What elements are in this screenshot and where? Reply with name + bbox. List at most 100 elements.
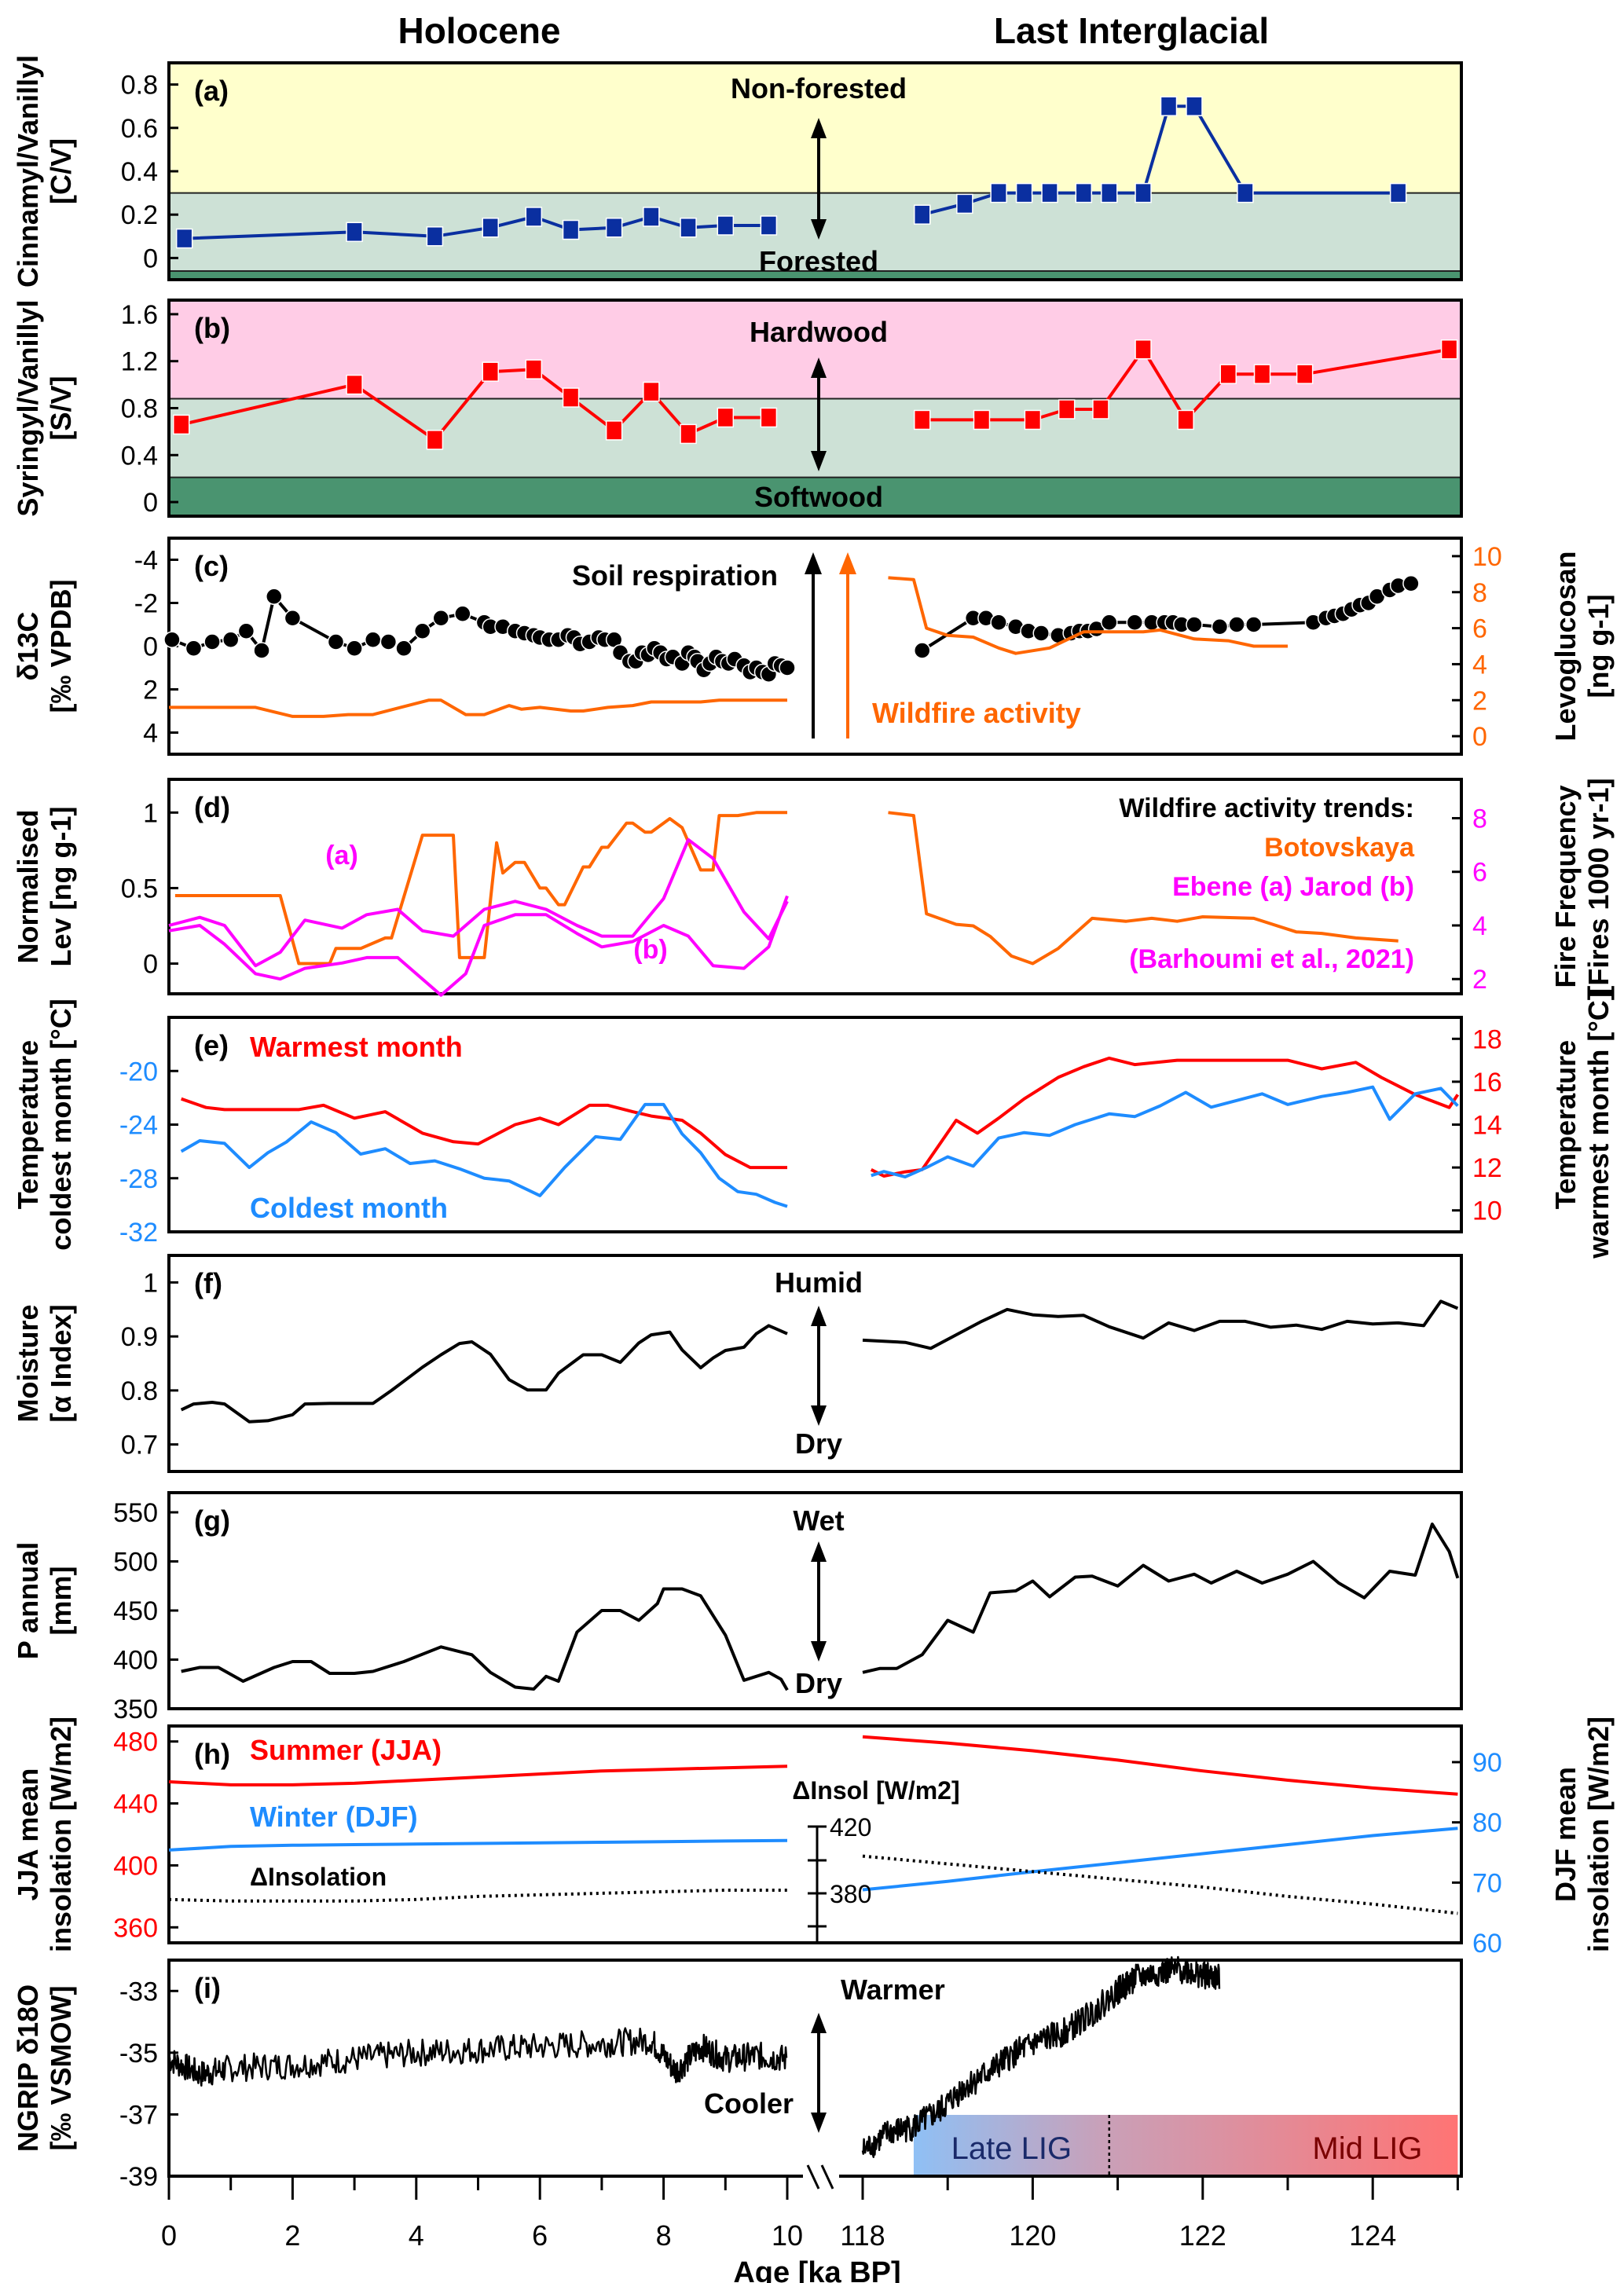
data-point xyxy=(1015,182,1033,203)
ytick-label: 0.9 xyxy=(121,1322,158,1352)
panel-a: 0 0.2 0.4 0.6 0.8 Cinnamyl/Vanillyl [C/V] (a) xyxy=(12,55,1463,288)
ylabel-line2: [S/V] xyxy=(45,376,77,440)
ylabel-line1: δ13C xyxy=(12,612,44,681)
ylabel: JJA mean insolation [W/m2] xyxy=(12,1717,77,1952)
data-point xyxy=(1186,616,1203,633)
column-title-lig: Last Interglacial xyxy=(994,10,1269,51)
axis-break-mark xyxy=(820,2164,834,2190)
data-point xyxy=(222,631,240,648)
ylabel-line2: [α Index] xyxy=(45,1304,77,1422)
ytick-label: -20 xyxy=(119,1057,158,1087)
data-point xyxy=(1024,409,1042,431)
delta-insol-ticklabel: 380 xyxy=(830,1880,871,1908)
ytick-label: 0.5 xyxy=(121,874,158,903)
ytick-label: 0 xyxy=(143,632,158,662)
data-point xyxy=(913,409,931,431)
y2tick-label: 4 xyxy=(1472,650,1487,680)
data-point xyxy=(1440,339,1458,360)
ytick-label: 480 xyxy=(113,1728,158,1757)
series-line-levoglucosan-lig xyxy=(888,576,1288,655)
data-point xyxy=(605,218,623,238)
y2tick-label: 80 xyxy=(1472,1808,1502,1838)
data-point xyxy=(426,226,444,247)
ytick-label: 0 xyxy=(143,950,158,980)
data-point xyxy=(973,409,991,431)
ytick-label: 0.7 xyxy=(121,1431,158,1460)
panel-frame xyxy=(167,1254,1463,1473)
data-point xyxy=(454,605,471,622)
arrow-soil-respiration-head xyxy=(805,552,822,574)
axis-break-mark xyxy=(806,2164,820,2190)
data-point xyxy=(913,642,931,659)
data-point xyxy=(432,610,450,627)
data-point xyxy=(1032,625,1050,642)
data-point xyxy=(1186,96,1203,116)
panel-label: (a) xyxy=(194,75,229,107)
arrow-wood-head-down xyxy=(811,451,827,471)
annotation-wildfire-activity: Wildfire activity xyxy=(872,697,1081,729)
xtick-label: 2 xyxy=(284,2219,300,2252)
y2label-line2: warmest month [°C] xyxy=(1582,991,1615,1259)
y2tick-label: 70 xyxy=(1472,1868,1502,1898)
annotation-ebene-a: (a) xyxy=(325,841,358,870)
data-point xyxy=(525,359,543,379)
band-2 xyxy=(169,270,1461,280)
ytick-label: 550 xyxy=(113,1498,158,1528)
ytick-label: -37 xyxy=(119,2100,158,2130)
xtick-label: 6 xyxy=(532,2219,548,2252)
panel-label: (f) xyxy=(194,1267,222,1299)
legend-ebene-jarod: Ebene (a) Jarod (b) xyxy=(1172,872,1414,902)
legend-title: Wildfire activity trends: xyxy=(1119,793,1414,823)
arrow-wood-head-up xyxy=(811,357,827,378)
data-point xyxy=(379,633,398,650)
delta-insol-axis-label: ΔInsol [W/m2] xyxy=(792,1776,959,1805)
band-1 xyxy=(169,192,1461,271)
series-line-summer-jja-holocene xyxy=(168,1764,788,1786)
data-point xyxy=(413,622,431,639)
band-0 xyxy=(169,300,1461,399)
ytick-label: 0 xyxy=(143,488,158,518)
y2tick-label: 0 xyxy=(1472,722,1487,752)
axis-break-gap xyxy=(803,2171,839,2181)
ylabel-line2: [‰ VPDB] xyxy=(45,580,77,713)
ytick-label: 360 xyxy=(113,1913,158,1943)
legend-citation: (Barhoumi et al., 2021) xyxy=(1129,944,1414,974)
data-point xyxy=(1389,182,1407,203)
ylabel-line2: Lev [ng g-1] xyxy=(45,807,77,967)
y2label-line1: Fire Frequency xyxy=(1549,785,1582,988)
series-line-winter-djf-holocene xyxy=(168,1838,788,1852)
series-line-jarod-b- xyxy=(168,895,789,997)
data-point xyxy=(1101,182,1118,203)
xtick-label: 124 xyxy=(1349,2219,1396,2252)
data-point xyxy=(395,639,412,657)
ylabel-line1: Moisture xyxy=(12,1304,44,1422)
data-point xyxy=(1211,618,1229,636)
data-point xyxy=(562,219,580,240)
ylabel: δ13C [‰ VPDB] xyxy=(12,580,77,713)
panel-label: (e) xyxy=(194,1029,229,1061)
x-axis-label: Age [ka BP] xyxy=(733,2256,900,2283)
ylabel-line2: insolation [W/m2] xyxy=(45,1717,77,1952)
panel-label: (b) xyxy=(194,312,230,344)
y2label-line1: DJF mean xyxy=(1549,1767,1582,1902)
data-point xyxy=(990,614,1007,631)
y2tick-label: 8 xyxy=(1472,578,1487,608)
y2label: Temperature warmest month [°C] xyxy=(1549,991,1615,1259)
ylabel: P annual [mm] xyxy=(12,1542,77,1659)
data-point xyxy=(482,218,499,238)
ytick-label: 0.8 xyxy=(121,394,158,424)
data-point xyxy=(253,642,270,659)
ylabel-line1: Temperature xyxy=(12,1040,44,1209)
ytick-label: 0.4 xyxy=(121,441,158,471)
lig-period-bar xyxy=(913,2115,1458,2176)
ylabel-line2: [mm] xyxy=(45,1567,77,1636)
legend-winter-djf: Winter (DJF) xyxy=(250,1801,418,1833)
panel-frame xyxy=(167,778,1463,995)
ylabel: NGRIP δ18O [‰ VSMOW] xyxy=(12,1984,77,2152)
legend-botovskaya: Botovskaya xyxy=(1264,833,1415,863)
period-label-late-lig: Late LIG xyxy=(951,2131,1072,2166)
series-line-levoglucosan-holocene xyxy=(169,698,787,718)
data-point xyxy=(1075,182,1093,203)
ytick-label: 1.2 xyxy=(121,347,158,377)
